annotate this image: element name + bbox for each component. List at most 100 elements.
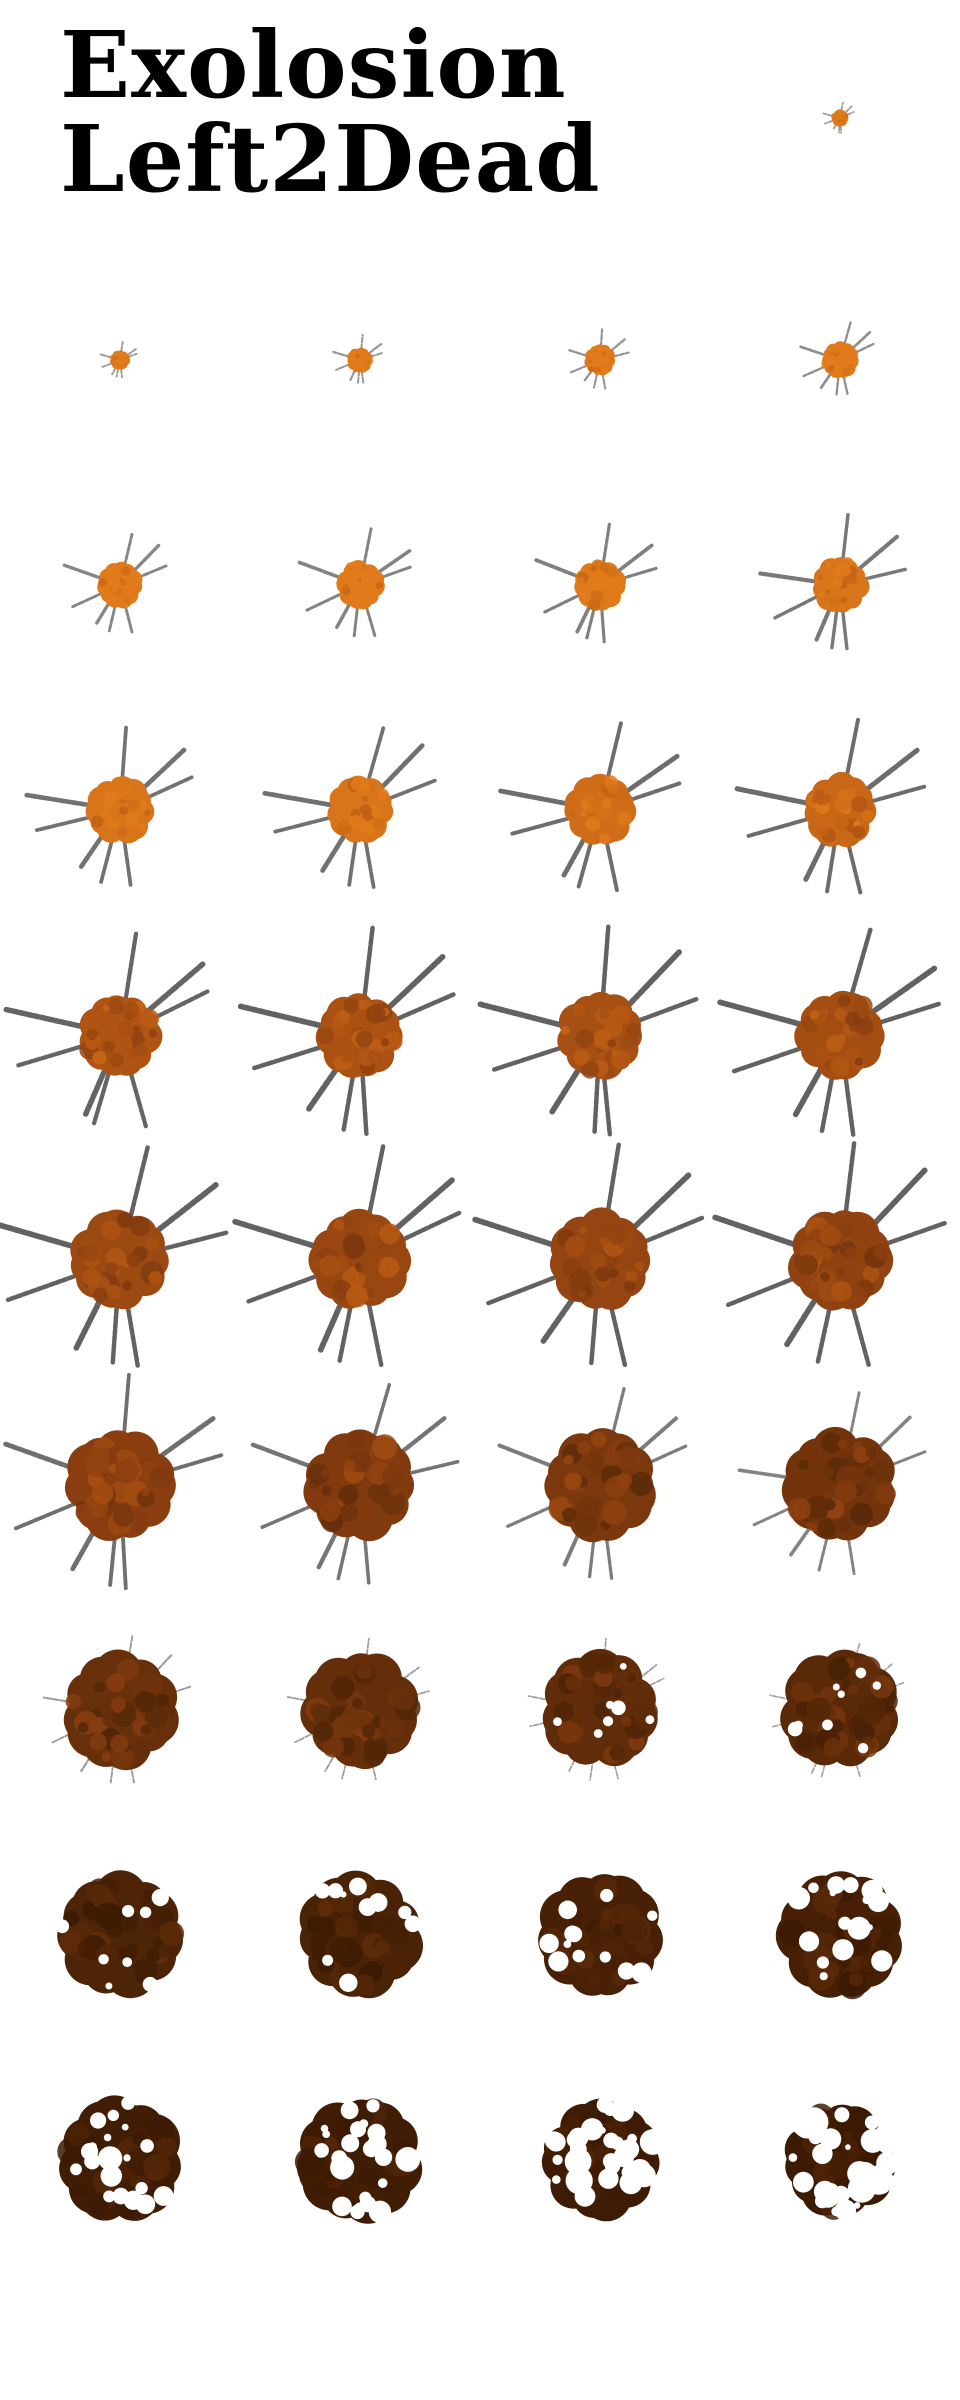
smoke-streak <box>364 602 377 637</box>
fireball-body <box>64 1430 176 1541</box>
fireball-body <box>541 2098 660 2222</box>
explosion-frame-30 <box>57 1870 185 1999</box>
explosion-frame-16 <box>477 924 699 1137</box>
smoke-streak <box>252 1043 329 1071</box>
smoke-streak <box>849 330 872 351</box>
smoke-streak <box>797 344 827 357</box>
explosion-frame-7 <box>297 527 413 638</box>
explosion-frame-26 <box>42 1635 192 1784</box>
fireball-body <box>97 561 143 609</box>
explosion-frame-21 <box>711 1141 948 1367</box>
smoke-streak <box>498 788 574 807</box>
explosion-frame-34 <box>57 2095 181 2221</box>
smoke-streak <box>123 601 134 634</box>
fireball-body <box>110 350 131 370</box>
smoke-streak <box>569 364 590 374</box>
smoke-streak <box>604 1142 621 1221</box>
smoke-streak <box>533 557 582 580</box>
smoke-streak <box>731 1044 808 1074</box>
title-line-2: Left2Dead <box>60 105 601 213</box>
smoke-streak <box>844 105 853 114</box>
explosion-frame-13 <box>734 717 927 895</box>
smoke-streak <box>122 836 133 888</box>
explosion-frame-20 <box>472 1142 705 1368</box>
smoke-streak <box>317 1295 347 1353</box>
smoke-streak <box>360 1068 369 1136</box>
smoke-streak <box>636 1215 705 1247</box>
smoke-streak <box>69 591 105 609</box>
fireball-body <box>57 1870 185 1999</box>
fireball-body <box>85 776 155 844</box>
smoke-streak <box>582 369 594 383</box>
smoke-streak <box>124 1298 140 1368</box>
smoke-streak <box>835 374 840 397</box>
explosion-frame-19 <box>232 1144 462 1368</box>
smoke-streak <box>830 606 839 650</box>
smoke-streak <box>491 1044 568 1072</box>
smoke-streak <box>604 837 619 892</box>
fireball-body <box>538 1874 663 1996</box>
explosion-frame-10 <box>24 725 194 888</box>
smoke-streak <box>260 1501 320 1529</box>
smoke-streak <box>95 599 112 625</box>
smoke-streak <box>803 835 829 882</box>
smoke-streak <box>592 371 599 389</box>
smoke-streak <box>120 725 128 784</box>
smoke-streak <box>588 1299 599 1367</box>
smoke-streak <box>384 778 437 802</box>
smoke-streak <box>374 549 412 576</box>
smoke-streak <box>273 815 335 834</box>
fireball-body <box>821 341 859 378</box>
smoke-streak <box>352 603 360 638</box>
fireball-body <box>300 1653 421 1770</box>
smoke-streak <box>120 367 123 379</box>
smoke-streak <box>746 816 813 838</box>
fireball-body <box>303 1429 415 1542</box>
fireball-body <box>564 773 637 845</box>
smoke-streak <box>99 835 115 884</box>
fireball-body <box>781 1426 896 1541</box>
fireball-body <box>336 560 385 610</box>
smoke-streak <box>599 328 604 348</box>
smoke-streak <box>121 1373 131 1441</box>
explosion-frame-14 <box>2 930 210 1129</box>
fireball-body <box>831 109 849 127</box>
smoke-streak <box>872 1001 941 1027</box>
fireball-body <box>70 1209 169 1310</box>
smoke-streak <box>633 1415 680 1456</box>
smoke-streak <box>158 1230 229 1252</box>
fireball-body <box>574 559 626 611</box>
smoke-streak <box>360 334 364 351</box>
smoke-streak <box>861 567 907 582</box>
smoke-streak <box>842 1069 856 1137</box>
smoke-streak <box>73 1294 105 1351</box>
smoke-streak <box>842 373 849 397</box>
smoke-streak <box>148 989 210 1022</box>
smoke-streak <box>2 1006 90 1031</box>
smoke-streak <box>115 367 120 378</box>
smoke-streak <box>734 786 813 807</box>
smoke-streak <box>711 1214 803 1250</box>
smoke-streak <box>143 961 206 1016</box>
smoke-streak <box>725 1273 803 1308</box>
smoke-streak <box>737 1468 795 1480</box>
fireball-body <box>775 1871 902 2000</box>
smoke-streak <box>605 721 623 784</box>
smoke-streak <box>91 1065 113 1126</box>
smoke-streak <box>840 512 850 564</box>
smoke-streak <box>878 1220 948 1249</box>
smoke-streak <box>297 560 343 580</box>
smoke-streak <box>631 996 699 1025</box>
smoke-streak <box>13 1500 80 1531</box>
smoke-streak <box>366 1298 384 1368</box>
smoke-streak <box>825 838 838 894</box>
smoke-streak <box>16 1042 90 1068</box>
smoke-streak <box>149 1182 219 1238</box>
explosion-frame-22 <box>2 1373 224 1591</box>
explosion-frame-33 <box>775 1871 902 2000</box>
smoke-streak <box>592 1068 601 1134</box>
fireball-body <box>780 1649 898 1767</box>
smoke-streak <box>540 1291 579 1344</box>
explosion-frame-32 <box>538 1874 663 1996</box>
smoke-streak <box>383 953 446 1014</box>
